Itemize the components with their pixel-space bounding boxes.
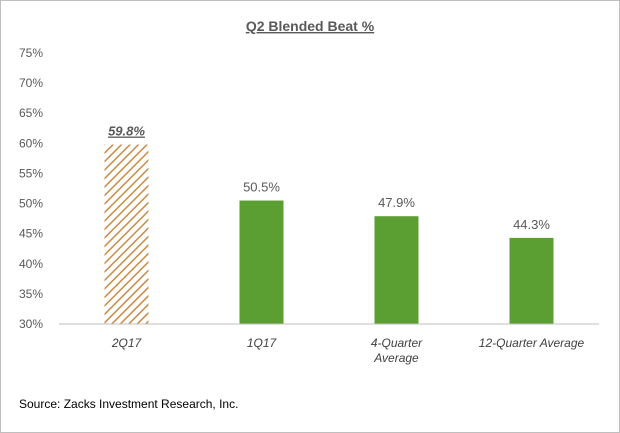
data-label: 59.8% bbox=[108, 124, 145, 139]
bar bbox=[374, 216, 419, 324]
chart-title: Q2 Blended Beat % bbox=[246, 18, 375, 34]
y-tick-label: 50% bbox=[19, 197, 43, 211]
y-tick-label: 75% bbox=[19, 46, 43, 60]
x-category-label: 2Q17 bbox=[111, 336, 143, 350]
x-category-label: 4-Quarter bbox=[371, 336, 423, 350]
y-tick-label: 40% bbox=[19, 257, 43, 271]
x-category-label: 1Q17 bbox=[247, 336, 278, 350]
data-label: 44.3% bbox=[513, 217, 550, 232]
y-tick-label: 35% bbox=[19, 287, 43, 301]
y-tick-label: 70% bbox=[19, 76, 43, 90]
data-labels: 59.8% 50.5% 47.9% 44.3% bbox=[108, 124, 550, 232]
bar bbox=[509, 237, 554, 324]
source-note: Source: Zacks Investment Research, Inc. bbox=[19, 397, 238, 411]
bar-highlighted bbox=[104, 144, 149, 324]
x-category-label: 12-Quarter Average bbox=[479, 336, 585, 350]
y-tick-label: 60% bbox=[19, 136, 43, 150]
y-tick-label: 45% bbox=[19, 227, 43, 241]
y-tick-label: 65% bbox=[19, 106, 43, 120]
y-tick-label: 30% bbox=[19, 317, 43, 331]
bars bbox=[104, 144, 554, 324]
data-label: 50.5% bbox=[243, 180, 280, 195]
bar bbox=[239, 200, 284, 324]
y-axis-ticks: 30% 35% 40% 45% 50% 55% 60% 65% 70% 75% bbox=[19, 46, 43, 331]
data-label: 47.9% bbox=[378, 195, 415, 210]
x-category-label: Average bbox=[373, 351, 419, 365]
y-tick-label: 55% bbox=[19, 166, 43, 180]
